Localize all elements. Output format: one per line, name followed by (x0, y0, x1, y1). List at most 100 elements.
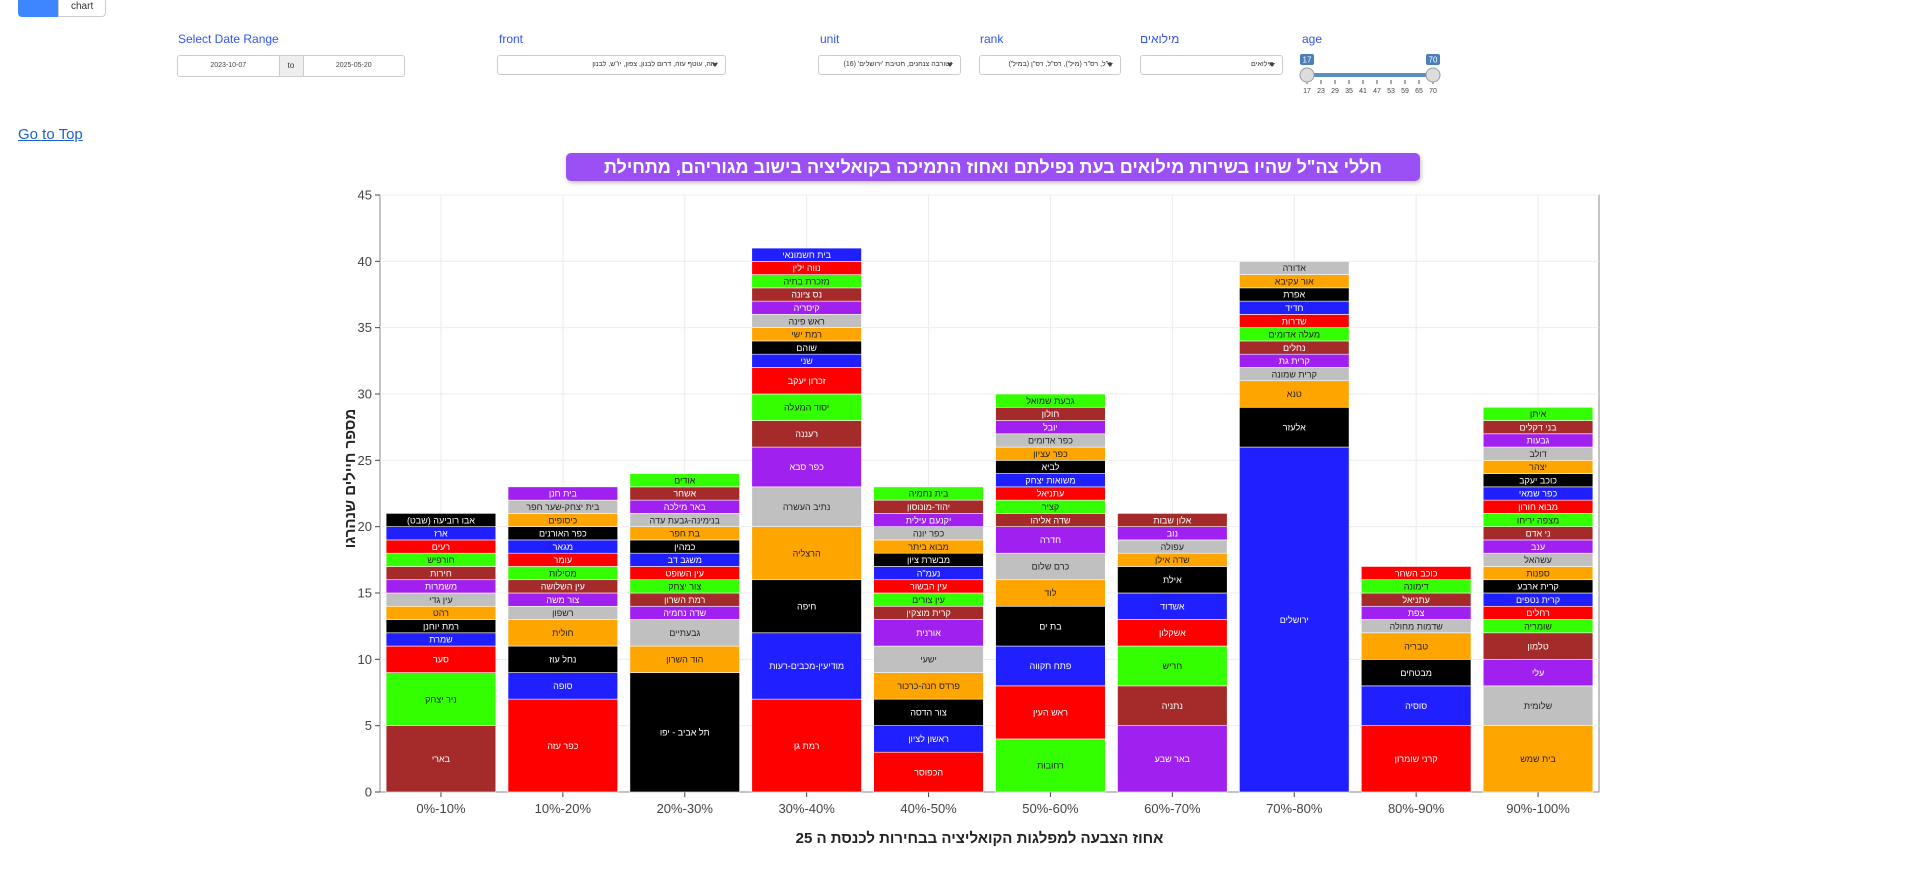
bar-segment[interactable] (995, 526, 1106, 554)
tab-chart[interactable]: chart (58, 0, 107, 17)
bar-segment[interactable] (873, 486, 984, 501)
bar-segment[interactable] (751, 632, 862, 700)
bar-segment[interactable] (629, 645, 740, 673)
bar-segment-label: שדה אילן (1155, 555, 1190, 565)
bar-segment[interactable] (1239, 406, 1350, 448)
bar-segment[interactable] (751, 420, 862, 448)
reserve-select-value: מילואים (1251, 61, 1274, 68)
bar-segment[interactable] (1117, 513, 1228, 527)
bar-segment-label: נווה ילין (793, 263, 821, 273)
bar-segment[interactable] (873, 698, 984, 726)
bar-segment[interactable] (1117, 725, 1228, 793)
bar-segment[interactable] (1239, 261, 1350, 275)
age-max-slider-handle[interactable] (1425, 67, 1441, 83)
bar-segment[interactable] (873, 645, 984, 673)
bar-segment-label: הוד השרון (666, 655, 703, 665)
bar-segment[interactable] (507, 698, 619, 793)
bar-segment[interactable] (751, 698, 862, 793)
bar-segment-label: רחלים (1526, 608, 1550, 618)
bar-segment[interactable] (629, 473, 740, 488)
age-min-value: 17 (1303, 56, 1312, 65)
rank-select-value: ר"ל, רס"ר (מיל'), רס"ל, רס"ן (במיל') (1008, 61, 1112, 68)
bar-segment[interactable] (507, 486, 619, 501)
bar-segment-label: ני אדם (1526, 529, 1551, 539)
bar-segment[interactable] (873, 619, 984, 647)
bar-segment-label: עין השלושה (541, 582, 585, 592)
bar-segment-label: סער (433, 655, 449, 665)
bar-segment[interactable] (507, 672, 619, 700)
bar-segment[interactable] (1239, 380, 1350, 408)
bar-segment[interactable] (995, 579, 1106, 607)
bar-segment[interactable] (995, 393, 1106, 408)
rank-select[interactable]: ר"ל, רס"ר (מיל'), רס"ל, רס"ן (במיל') (979, 55, 1121, 75)
bar-segment-label: יהוד-מונוסון (907, 502, 950, 512)
unit-select[interactable]: זטורבה צנחנים, חטיבת 'ירושלים' (16) (818, 55, 961, 75)
bar-segment[interactable] (1117, 619, 1228, 647)
bar-segment[interactable] (1360, 632, 1472, 660)
age-min-slider-handle[interactable] (1299, 67, 1315, 83)
bar-segment-label: אבו רוביעה (שבט) (407, 515, 475, 525)
bar-segment[interactable] (995, 645, 1106, 687)
bar-segment[interactable] (873, 751, 984, 793)
bar-segment[interactable] (1360, 725, 1472, 793)
bar-segment[interactable] (1117, 566, 1228, 594)
bar-segment[interactable] (629, 619, 740, 647)
bar-segment-label: מצפה יריחו (1517, 515, 1559, 525)
bar-segment[interactable] (873, 725, 984, 753)
date-to-input[interactable]: 2025-05-20 (335, 62, 372, 69)
x-tick-label: 10%-20% (535, 801, 592, 816)
bar-segment-label: אשקלון (1159, 628, 1186, 638)
bar-segment[interactable] (385, 513, 497, 527)
bar-segment[interactable] (751, 446, 862, 488)
bar-segment-label: קרית מוצקין (906, 608, 950, 618)
bar-segment[interactable] (751, 526, 862, 581)
bar-segment-label: מסילות (549, 568, 577, 578)
front-select[interactable]: עזה, עוטף עזה, דרום לבנון, צפון, יו"ש, ל… (497, 55, 726, 75)
bar-segment[interactable] (873, 672, 984, 700)
bar-segment[interactable] (1482, 659, 1594, 687)
bar-segment[interactable] (385, 672, 497, 726)
bar-segment-label: ספנות (1526, 568, 1549, 578)
bar-segment[interactable] (1117, 685, 1228, 726)
bar-segment-label: רחובות (1037, 761, 1064, 771)
age-slider[interactable]: 17 23 29 35 41 47 53 59 65 70 17 70 (1299, 54, 1441, 95)
bar-segment[interactable] (1482, 406, 1594, 421)
bar-segment[interactable] (995, 605, 1106, 647)
bar-segment[interactable] (385, 725, 497, 793)
bar-segment-label: יסוד המעלה (784, 403, 829, 413)
bar-segment[interactable] (1117, 645, 1228, 687)
bar-segment-label: נעמ"ה (917, 568, 941, 578)
bar-segment[interactable] (995, 738, 1106, 793)
bar-segment[interactable] (1360, 659, 1472, 687)
y-tick-label: 15 (358, 586, 372, 601)
bar-segment[interactable] (751, 579, 862, 634)
bar-segment[interactable] (751, 393, 862, 421)
reserve-select[interactable]: מילואים (1140, 55, 1283, 75)
bar-segment-label: ראש פינה (788, 316, 825, 326)
front-label: front (499, 32, 524, 46)
bar-segment-label: אור עקיבא (1275, 276, 1314, 286)
date-range-picker[interactable]: 2023-10-07 to 2025-05-20 (177, 55, 405, 77)
bar-segment[interactable] (507, 645, 619, 673)
bar-segment[interactable] (995, 552, 1106, 581)
age-max-value-badge (1426, 54, 1440, 65)
y-tick-label: 5 (365, 718, 372, 733)
bar-segment[interactable] (1482, 685, 1594, 726)
date-from-input[interactable]: 2023-10-07 (210, 62, 247, 69)
bar-segment[interactable] (507, 619, 619, 647)
tab-active[interactable] (18, 0, 58, 17)
bar-segment[interactable] (629, 672, 740, 793)
y-tick-label: 40 (358, 254, 372, 269)
chevron-down-icon (1269, 63, 1275, 67)
bar-segment[interactable] (1360, 685, 1472, 726)
bar-segment[interactable] (751, 247, 862, 262)
bar-segment-label: נוב (1167, 529, 1178, 539)
x-tick-label: 50%-60% (1022, 801, 1079, 816)
bar-segment[interactable] (1360, 566, 1472, 581)
bar-segment-label: חורפיש (427, 555, 454, 565)
bar-segment[interactable] (751, 367, 862, 395)
go-to-top-link[interactable]: Go to Top (18, 126, 83, 143)
bar-segment[interactable] (1117, 592, 1228, 620)
bar-segment[interactable] (751, 486, 862, 527)
bar-segment[interactable] (385, 645, 497, 673)
